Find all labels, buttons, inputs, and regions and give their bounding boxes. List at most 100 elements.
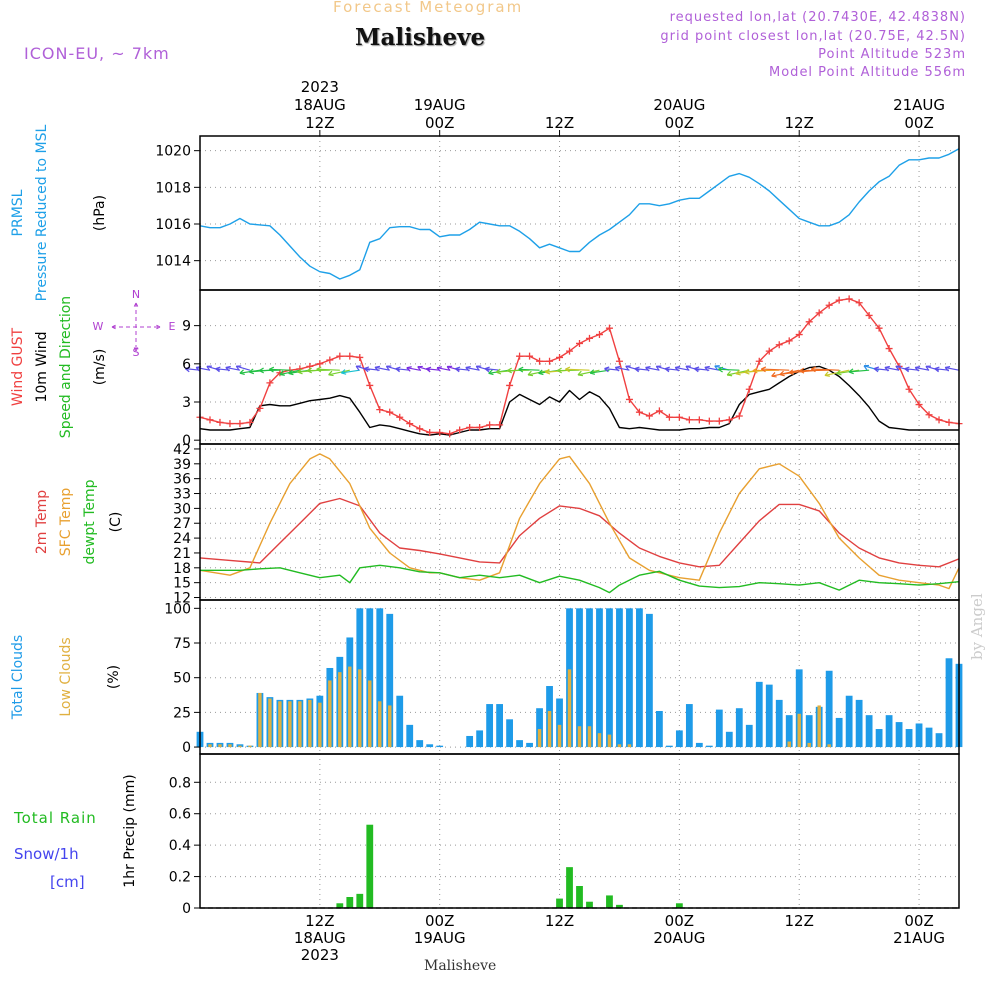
wind-arrow-head [527, 370, 534, 377]
total-cloud-bar [526, 742, 533, 748]
wind-direction-arrow [225, 366, 241, 371]
wind-arrow-head [556, 367, 563, 374]
wind-arrow-head [714, 365, 720, 371]
wind-arrow-head [577, 370, 584, 377]
gust-marker [466, 423, 474, 431]
gust-marker [815, 309, 823, 317]
wind-arrow-head [215, 366, 221, 373]
gust-marker [256, 404, 264, 412]
grid-point-location: grid point closest lon,lat (20.75E, 42.5… [660, 29, 966, 44]
wind-direction-arrow [577, 369, 600, 376]
wind-arrow-head [507, 367, 513, 374]
wind-direction-arrow [185, 368, 201, 371]
wind-direction-arrow [206, 365, 221, 371]
total-cloud-bar [636, 608, 643, 748]
top-time-label: 00Z [904, 114, 933, 132]
wind-direction-arrow [455, 368, 470, 371]
total-cloud-bar [705, 745, 713, 748]
wind-arrow-head [495, 368, 502, 375]
wind-arrow-head [925, 365, 931, 371]
low-cloud-bar [358, 669, 362, 748]
wind-arrow-head [385, 365, 392, 371]
total-cloud-bar [855, 699, 863, 748]
wind-arrow-head [279, 370, 285, 376]
low-cloud-bar [557, 724, 562, 748]
gust-marker [745, 385, 753, 393]
wind-direction-arrow [685, 365, 700, 371]
wind-arrow-head [454, 366, 461, 373]
wind-direction-arrow [645, 366, 660, 371]
total-cloud-bar [765, 684, 773, 748]
gust-marker [945, 418, 953, 426]
rain-bar [346, 897, 354, 908]
gust-marker [875, 324, 883, 332]
y-tick-label: 9 [182, 319, 191, 335]
bottom-time-label: 00Z [665, 912, 694, 930]
total-cloud-bar [735, 708, 743, 748]
gust-marker [516, 352, 524, 360]
wind-arrow-head [248, 368, 255, 375]
wind-direction-arrow [316, 368, 340, 371]
point-altitude: Point Altitude 523m [818, 47, 966, 62]
wind-direction-arrow [269, 368, 290, 371]
low-cloud-bar [268, 698, 272, 748]
wind-arrow-head [884, 365, 890, 372]
wind-arrow-head [914, 365, 921, 372]
gust-marker [506, 381, 514, 389]
supertitle: Forecast Meteogram [333, 0, 524, 16]
top-time-label: 21AUG [893, 96, 945, 114]
total-cloud-bar [785, 715, 793, 748]
wind-arrow-head [225, 365, 231, 372]
total-cloud-bar [905, 729, 913, 748]
axis-label: (C) [108, 512, 124, 533]
wind-arrow-head [848, 368, 854, 375]
low-cloud-bar [298, 701, 302, 748]
wind-arrow-head [744, 368, 750, 375]
axis-label: PRMSL [10, 189, 26, 236]
compass-icon [111, 302, 161, 352]
wind-arrow-head [306, 367, 313, 374]
page-title: Malisheve [355, 24, 486, 51]
axis-label: Pressure Reduced to MSL [34, 124, 50, 301]
gust-marker [685, 416, 693, 424]
wind-arrow-head [704, 365, 710, 372]
wind-arrow-head [544, 368, 551, 375]
wind-arrow-head [674, 365, 681, 372]
low-cloud-bar [308, 699, 312, 748]
low-cloud-bar [807, 742, 811, 748]
low-cloud-bar [817, 705, 821, 748]
gust-marker [795, 331, 803, 339]
top-time-label: 19AUG [414, 96, 466, 114]
gust-marker [396, 413, 404, 421]
low-cloud-bar [587, 726, 592, 748]
gust-marker [346, 352, 354, 360]
gust-marker [556, 353, 564, 361]
data-layer [184, 148, 963, 908]
y-tick-label: 1014 [155, 254, 191, 270]
total-cloud-bar [895, 722, 903, 748]
gust-marker [855, 299, 863, 307]
gust-marker [735, 412, 743, 420]
axis-label: (%) [106, 665, 122, 689]
total-cloud-bar [366, 608, 374, 748]
y-tick-label: 3 [182, 395, 191, 411]
gust-marker [715, 417, 723, 425]
total-cloud-bar [416, 740, 424, 748]
total-cloud-bar [556, 698, 563, 748]
gust-marker [775, 341, 783, 349]
wind-direction-arrow [718, 368, 740, 371]
wind-arrow-head [836, 369, 842, 376]
y-tick-label: 1016 [155, 217, 191, 233]
low-cloud-bar [278, 701, 282, 748]
axis-label: 2m Temp [34, 490, 50, 554]
wind-arrow-head [664, 366, 670, 373]
bottom-time-label: 00Z [904, 912, 933, 930]
wind-direction-arrow [925, 365, 940, 371]
total-cloud-bar [606, 608, 613, 748]
low-cloud-bar [607, 734, 612, 748]
total-cloud-bar [775, 699, 783, 748]
bottom-time-label: 20AUG [653, 929, 705, 947]
wind-arrow-head [417, 365, 423, 372]
rain-bar [556, 898, 563, 908]
total-cloud-bar [745, 724, 753, 748]
